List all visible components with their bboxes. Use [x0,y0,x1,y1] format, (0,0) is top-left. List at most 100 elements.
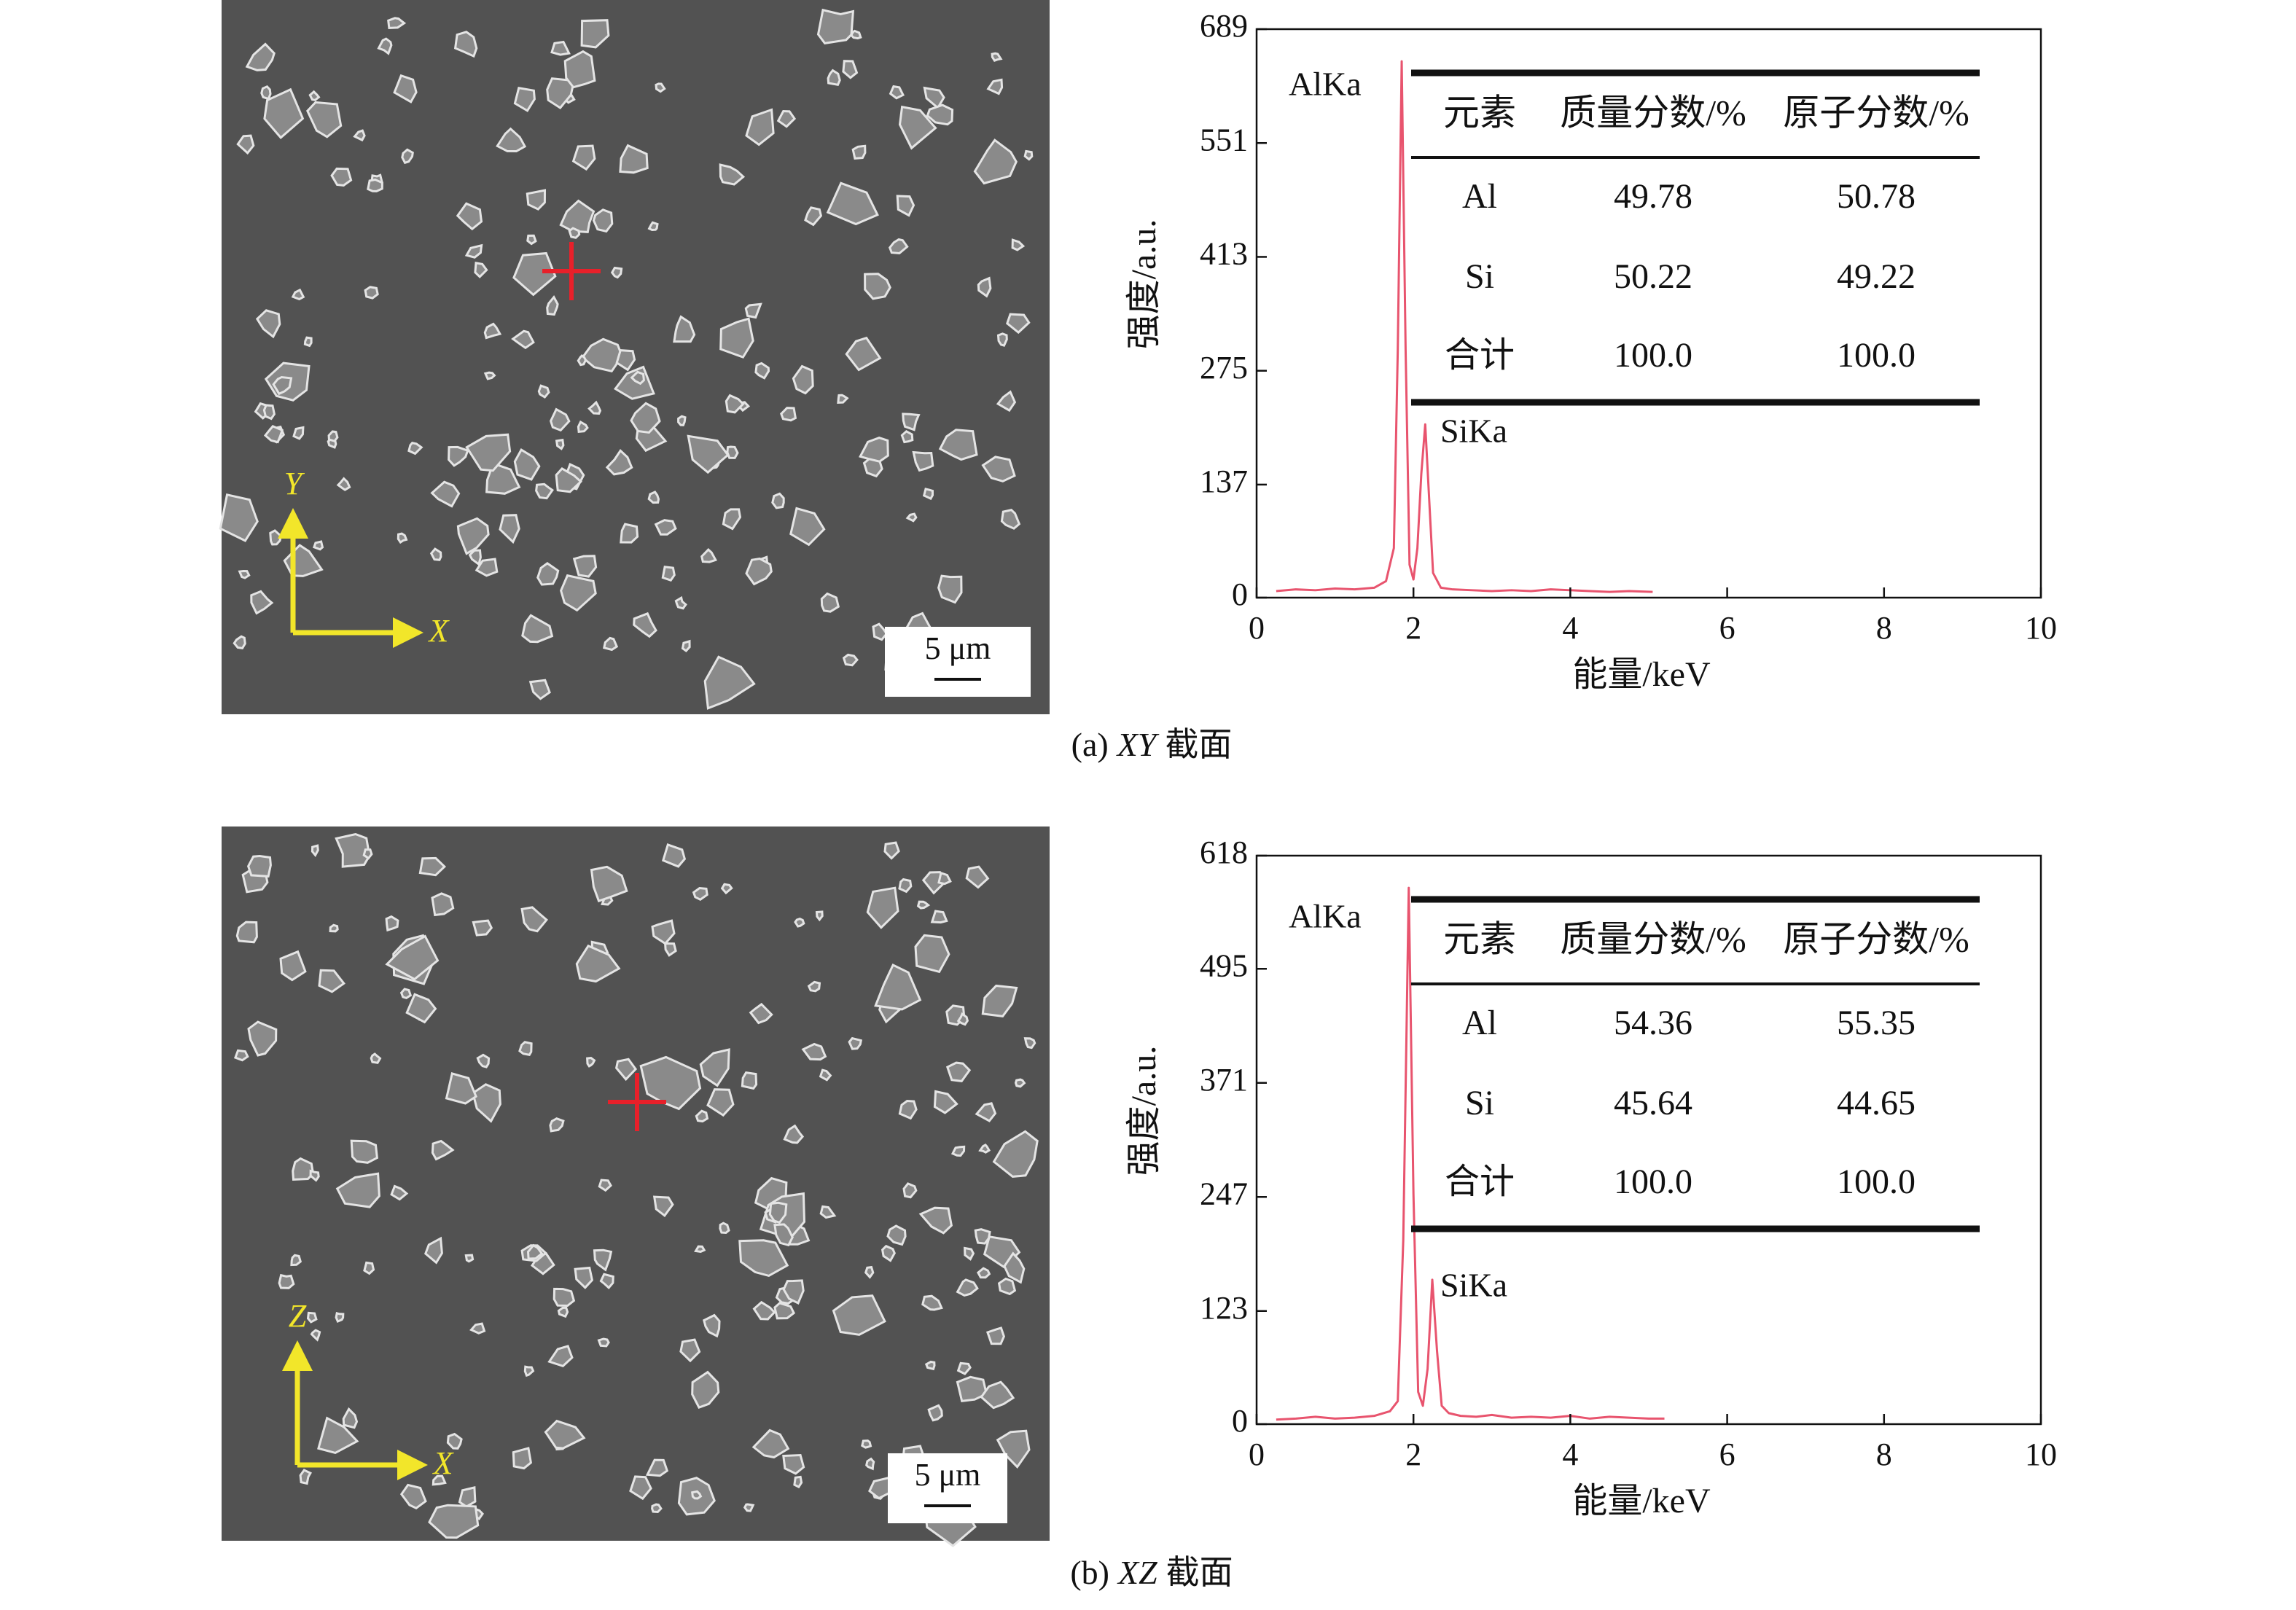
particle [563,50,596,89]
particle [744,302,762,319]
caption-label: (a) [1071,726,1109,763]
particle [679,1338,701,1363]
particle [362,848,373,860]
particle [278,1273,295,1289]
particle [262,404,276,421]
particle [792,364,814,395]
particle [996,1429,1031,1469]
particle [826,181,879,226]
y-tick-label: 618 [1200,835,1248,870]
particle [456,202,483,231]
scale-bar-box [888,1453,1007,1523]
particle [363,1261,375,1275]
particle [377,37,393,55]
particle [661,843,687,868]
x-axis-label: 能量/keV [1572,655,1711,694]
particle [674,595,687,610]
particle [793,1475,803,1489]
particle [472,919,493,937]
particle [883,841,900,860]
x-tick-label: 8 [1876,610,1892,646]
particle [780,407,797,422]
particle [590,865,628,903]
particle [483,322,502,340]
particle [738,1239,789,1278]
peak-label: AlKa [1289,898,1362,935]
particle [956,1375,988,1402]
table-cell: 50.22 [1614,257,1692,296]
y-tick-label: 551 [1200,122,1248,157]
particle [633,611,657,638]
particle [370,1052,382,1064]
particle [916,900,931,910]
particle [902,413,921,431]
particle [571,144,596,171]
y-tick-label: 275 [1200,350,1248,386]
particle [526,1243,544,1260]
particle [464,243,483,259]
particle [974,1228,991,1245]
particle [335,1172,380,1208]
particle [992,1130,1039,1178]
particle [687,434,730,474]
particle [1000,508,1021,530]
table-cell: 50.78 [1837,177,1916,216]
particle [335,832,371,868]
particle [956,1278,979,1297]
particle [654,519,677,536]
table-cell: 49.78 [1614,177,1692,216]
particle [981,456,1016,482]
particle [592,208,614,233]
table-cell: 100.0 [1837,336,1916,375]
particle [465,433,512,472]
x-tick-label: 4 [1562,1437,1578,1472]
particle [752,1300,776,1321]
particle [342,1407,359,1429]
particle [310,1329,321,1342]
particle [900,429,914,444]
particle [250,590,274,615]
particle [845,336,882,372]
y-axis-label: 强度/a.u. [1125,219,1163,350]
table-header: 原子分数/% [1783,92,1969,133]
particle [629,1475,652,1501]
particle [937,574,963,604]
caption-label: (b) [1070,1554,1109,1591]
particle [614,1058,638,1082]
particle [485,461,521,495]
particle [973,138,1018,185]
sem-axis-label: X [428,613,450,649]
particle [827,69,841,86]
particle [776,109,797,128]
x-tick-label: 10 [2025,610,2057,646]
particle [837,394,849,404]
scale-bar-label: 5 μm [915,1457,981,1493]
y-tick-label: 123 [1200,1290,1248,1326]
particle [861,1439,872,1449]
y-tick-label: 495 [1200,947,1248,983]
particle [350,1139,379,1164]
particle [431,1139,455,1161]
particle [741,1071,758,1090]
particle [927,1404,943,1422]
y-tick-label: 371 [1200,1062,1248,1098]
particle [1023,149,1034,161]
particle [864,273,891,300]
particle [921,1294,943,1311]
x-tick-label: 0 [1249,610,1265,646]
table-header: 原子分数/% [1783,918,1969,959]
x-tick-label: 4 [1562,610,1578,646]
particle [512,1447,533,1470]
table-cell: 100.0 [1837,1162,1916,1201]
particle [754,362,770,380]
particle [745,557,773,586]
particle [918,1206,953,1235]
particle [912,450,934,472]
particle [546,295,559,316]
particle [694,1245,706,1254]
particle [782,1453,805,1475]
particle [336,477,351,491]
particle [804,206,823,227]
particle [888,238,909,255]
